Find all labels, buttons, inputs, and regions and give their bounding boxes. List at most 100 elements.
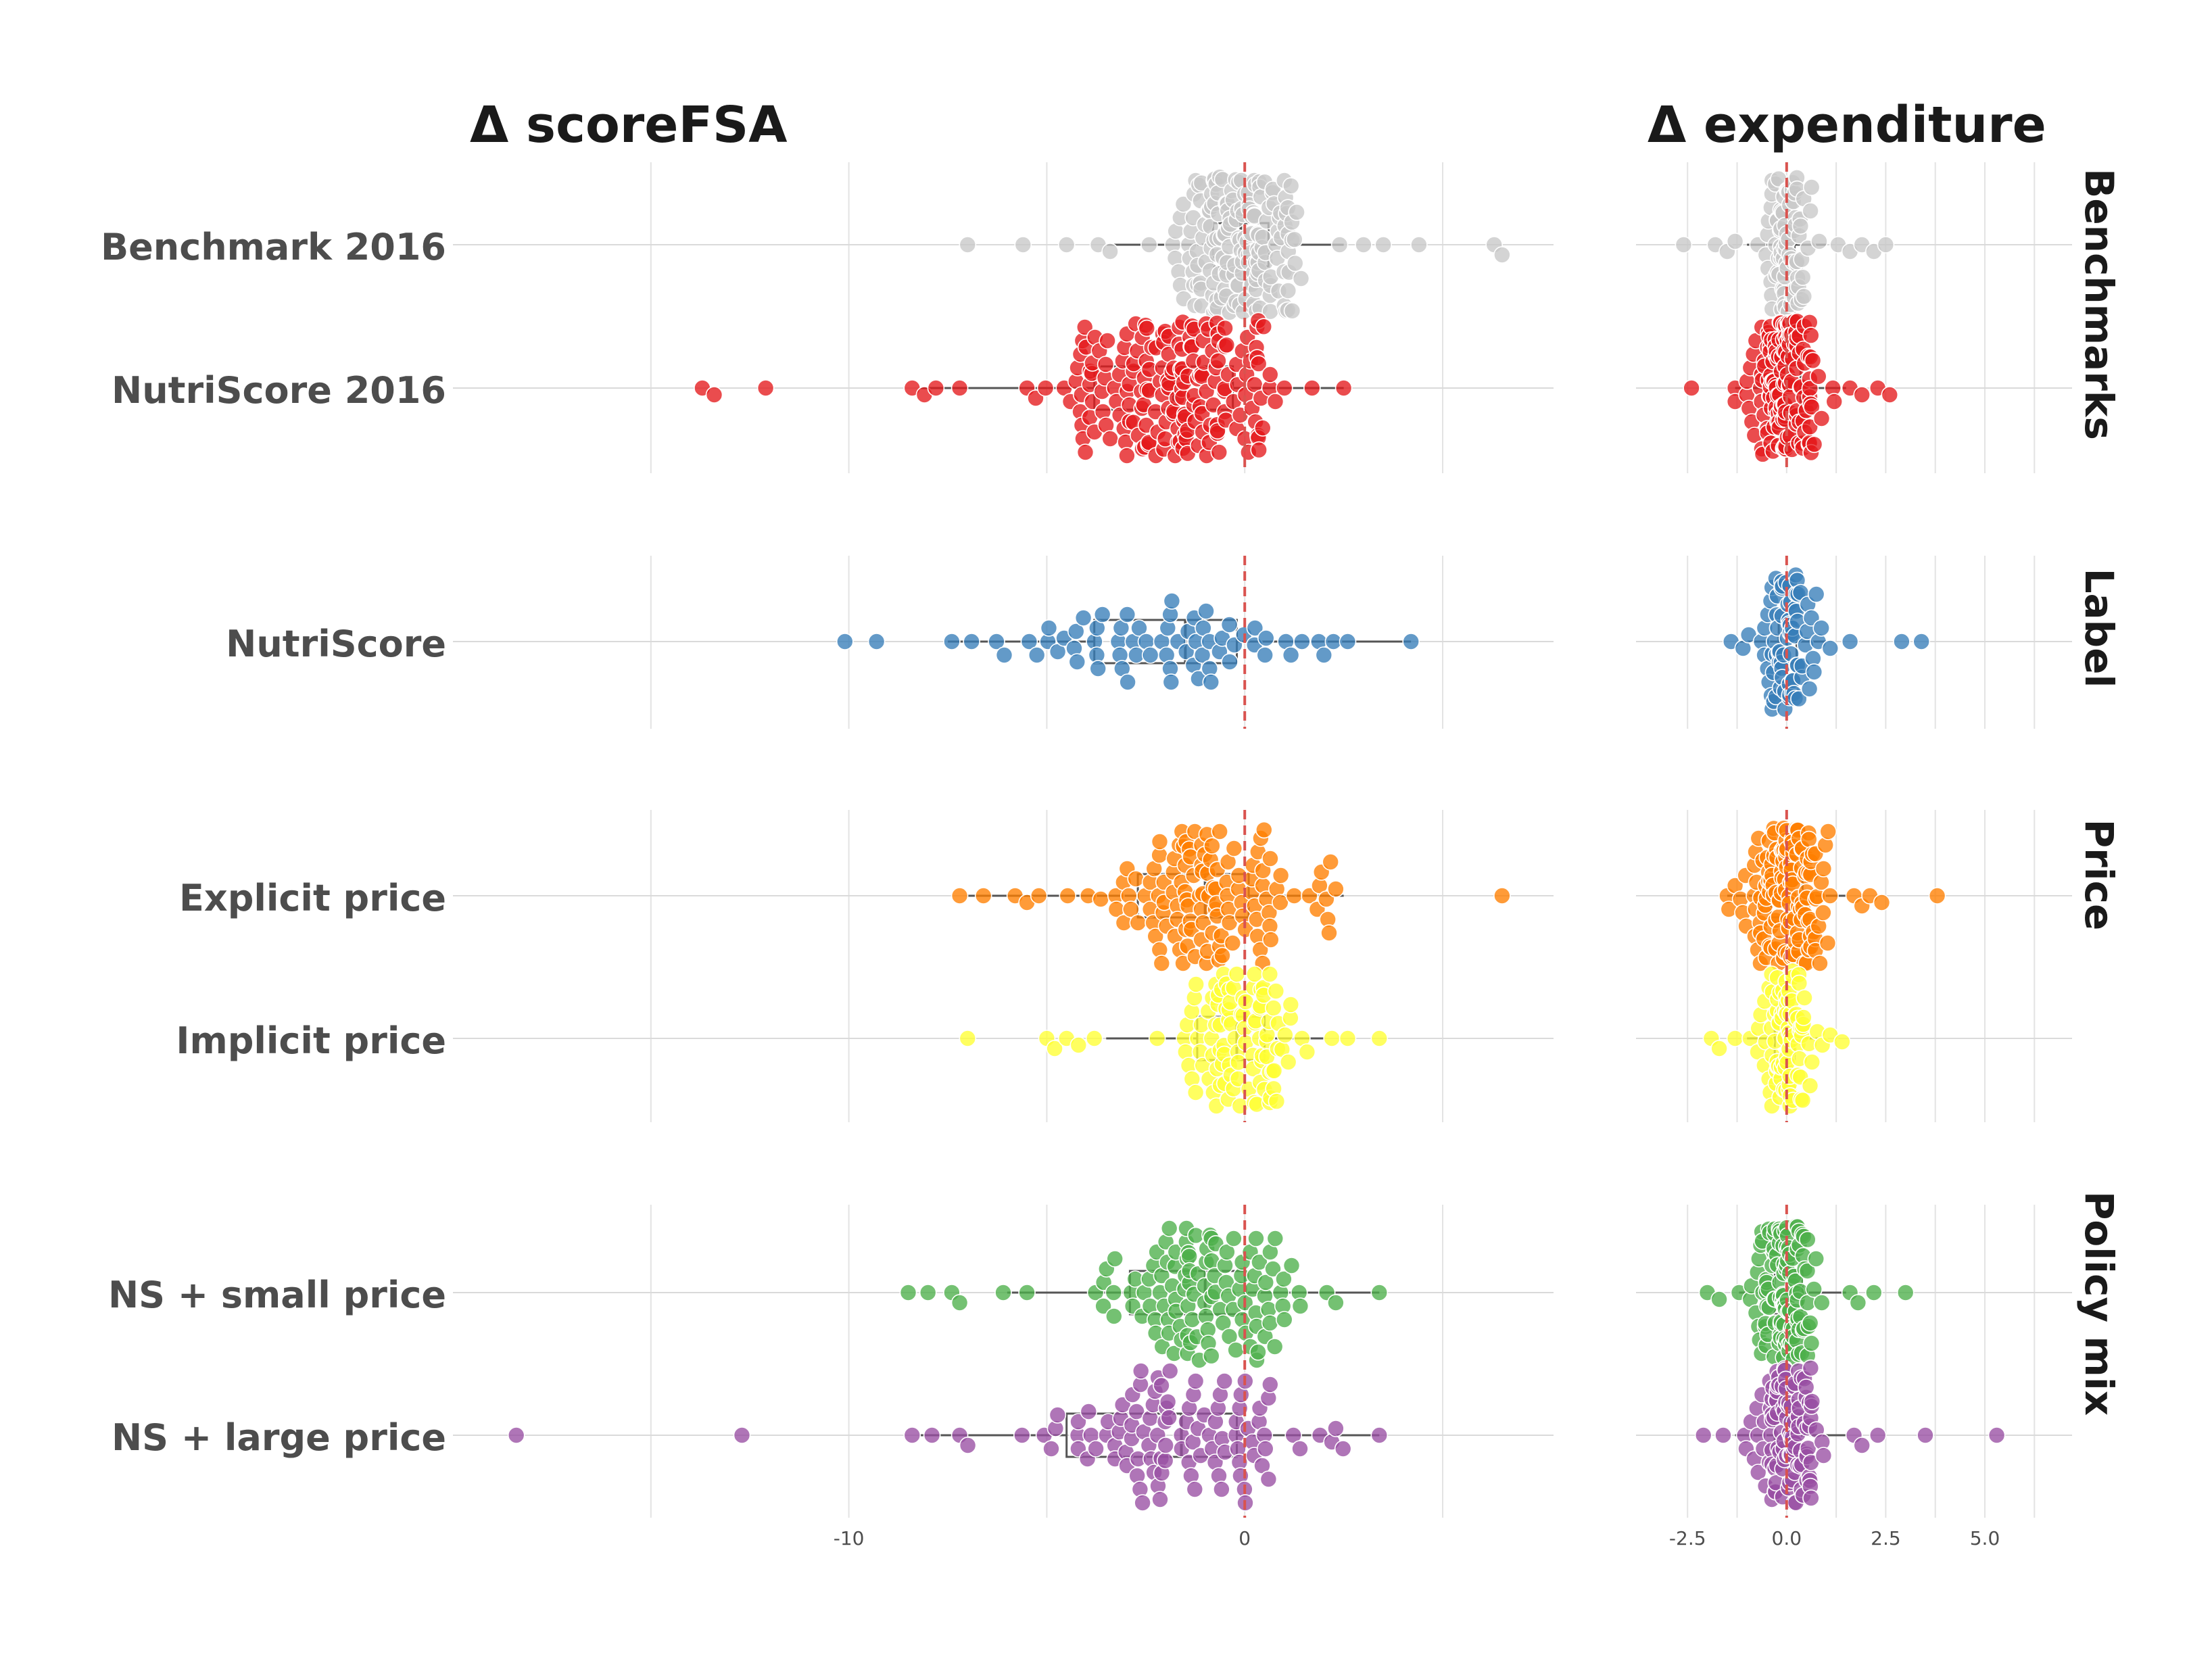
data-point-ns-small-price-scorefsa [1282, 1257, 1301, 1274]
data-point-benchmark-2016-scorefsa [1279, 282, 1297, 299]
data-point-implicit-price-scorefsa [1046, 1040, 1063, 1057]
data-point-implicit-price-scorefsa [1323, 1030, 1341, 1047]
data-point-explicit-price-scorefsa [974, 887, 992, 905]
data-point-explicit-price-scorefsa [1225, 840, 1243, 857]
data-point-benchmark-2016-scorefsa [1101, 243, 1119, 260]
data-point-nutriscore-scorefsa [1162, 673, 1180, 691]
data-point-ns-small-price-scorefsa [1218, 1243, 1236, 1261]
data-point-ns-large-price-expenditure [1917, 1426, 1934, 1444]
data-point-nutriscore-expenditure [1790, 690, 1808, 708]
data-point-explicit-price-scorefsa [1153, 955, 1171, 972]
data-point-ns-small-price-scorefsa [1105, 1307, 1123, 1325]
data-point-ns-small-price-expenditure [1801, 1314, 1819, 1332]
data-point-nutriscore-scorefsa [1020, 633, 1038, 650]
data-point-implicit-price-scorefsa [1085, 1030, 1103, 1047]
data-point-implicit-price-expenditure [1794, 1091, 1812, 1109]
data-point-ns-small-price-scorefsa [1266, 1338, 1284, 1355]
data-point-ns-large-price-scorefsa [1216, 1372, 1233, 1390]
data-point-ns-small-price-scorefsa [1266, 1230, 1284, 1247]
data-point-benchmark-2016-expenditure [1802, 202, 1819, 220]
data-point-ns-small-price-expenditure [1896, 1284, 1915, 1301]
data-point-nutriscore-expenditure [1807, 585, 1825, 603]
data-point-ns-large-price-expenditure [1803, 1393, 1821, 1410]
data-point-explicit-price-scorefsa [1285, 887, 1303, 905]
data-point-nutriscore-2016-scorefsa [1210, 443, 1228, 461]
data-point-benchmark-2016-expenditure [1726, 233, 1744, 250]
data-point-benchmark-2016-scorefsa [1174, 195, 1193, 213]
data-point-nutriscore-scorefsa [1293, 633, 1311, 650]
data-point-nutriscore-scorefsa [1257, 629, 1275, 647]
data-point-nutriscore-expenditure [1841, 633, 1859, 650]
data-point-ns-small-price-scorefsa [1276, 1311, 1293, 1328]
x-tick-label-expenditure: -2.5 [1669, 1527, 1706, 1549]
data-point-ns-large-price-scorefsa [1186, 1481, 1204, 1498]
data-point-explicit-price-scorefsa [1272, 894, 1289, 911]
data-point-explicit-price-scorefsa [1322, 853, 1339, 871]
data-point-implicit-price-scorefsa [1268, 1092, 1286, 1110]
data-point-nutriscore-scorefsa [1068, 653, 1086, 671]
data-point-nutriscore-expenditure [1913, 633, 1930, 650]
data-point-nutriscore-scorefsa [1119, 673, 1136, 691]
data-point-nutriscore-scorefsa [1163, 592, 1181, 610]
data-point-explicit-price-scorefsa [1320, 924, 1338, 942]
data-point-ns-large-price-scorefsa [1128, 1403, 1145, 1420]
data-point-ns-small-price-scorefsa [951, 1294, 969, 1312]
data-point-nutriscore-scorefsa [943, 633, 961, 650]
data-point-ns-large-price-scorefsa [1153, 1376, 1170, 1395]
x-axis-ticks: -10 0 -2.5 0.0 2.5 5.0 [834, 1527, 2000, 1549]
facet-label-price: Price [2076, 819, 2122, 931]
data-point-nutriscore-scorefsa [1246, 619, 1264, 637]
data-point-benchmark-2016-expenditure [1795, 287, 1813, 306]
data-point-benchmark-2016-scorefsa [959, 236, 977, 254]
data-point-benchmark-2016-expenditure [1794, 268, 1812, 287]
data-point-implicit-price-scorefsa [1370, 1030, 1389, 1047]
data-point-nutriscore-2016-scorefsa [927, 379, 945, 397]
data-point-nutriscore-2016-scorefsa [1249, 355, 1268, 372]
data-point-implicit-price-expenditure [1726, 1030, 1744, 1047]
data-points [507, 168, 2006, 1512]
data-point-implicit-price-scorefsa [1261, 965, 1279, 983]
data-point-nutriscore-scorefsa [995, 646, 1013, 664]
data-point-nutriscore-2016-expenditure [1825, 393, 1843, 410]
data-point-nutriscore-2016-scorefsa [1036, 379, 1055, 397]
data-point-ns-large-price-expenditure [1853, 1437, 1871, 1454]
data-point-explicit-price-expenditure [1814, 860, 1833, 877]
data-point-nutriscore-2016-scorefsa [1261, 366, 1279, 383]
data-point-nutriscore-scorefsa [1028, 646, 1046, 664]
data-point-benchmark-2016-scorefsa [1410, 236, 1428, 254]
data-point-ns-large-price-scorefsa [1370, 1426, 1389, 1444]
data-point-nutriscore-scorefsa [1093, 606, 1111, 623]
data-point-benchmark-2016-scorefsa [1282, 177, 1300, 195]
data-point-nutriscore-expenditure [1812, 619, 1830, 637]
data-point-ns-small-price-scorefsa [1370, 1284, 1389, 1301]
data-point-nutriscore-2016-expenditure [1853, 386, 1871, 404]
data-point-ns-large-price-expenditure [1814, 1447, 1833, 1464]
data-point-ns-small-price-scorefsa [1160, 1220, 1178, 1237]
data-point-nutriscore-2016-scorefsa [1076, 443, 1095, 461]
data-point-explicit-price-scorefsa [951, 887, 969, 905]
data-point-ns-small-price-expenditure [1807, 1250, 1825, 1268]
data-point-nutriscore-expenditure [1805, 663, 1823, 681]
row-label-explicit-price: Explicit price [179, 877, 446, 919]
data-point-nutriscore-2016-scorefsa [1254, 419, 1272, 437]
data-point-ns-large-price-scorefsa [959, 1437, 977, 1454]
data-point-ns-large-price-scorefsa [733, 1426, 751, 1444]
data-point-benchmark-2016-expenditure [1802, 178, 1821, 196]
data-point-implicit-price-expenditure [1795, 1009, 1812, 1026]
data-point-implicit-price-scorefsa [1276, 1026, 1294, 1044]
data-point-nutriscore-scorefsa [1089, 660, 1107, 677]
data-point-nutriscore-2016-scorefsa [1101, 430, 1119, 448]
data-point-ns-large-price-scorefsa [1042, 1440, 1060, 1458]
data-point-benchmark-2016-expenditure [1792, 217, 1810, 235]
data-point-nutriscore-2016-expenditure [1810, 367, 1827, 385]
data-point-implicit-price-scorefsa [1186, 1084, 1205, 1101]
data-point-ns-small-price-expenditure [1849, 1294, 1867, 1312]
x-tick-label-expenditure: 5.0 [1970, 1527, 2000, 1549]
data-point-ns-large-price-scorefsa [1186, 1372, 1205, 1390]
data-point-ns-large-price-scorefsa [903, 1426, 921, 1444]
data-point-ns-small-price-scorefsa [1018, 1284, 1036, 1301]
data-point-implicit-price-expenditure [1803, 1053, 1821, 1071]
data-point-explicit-price-expenditure [1800, 830, 1818, 848]
data-point-explicit-price-scorefsa [1030, 887, 1048, 905]
